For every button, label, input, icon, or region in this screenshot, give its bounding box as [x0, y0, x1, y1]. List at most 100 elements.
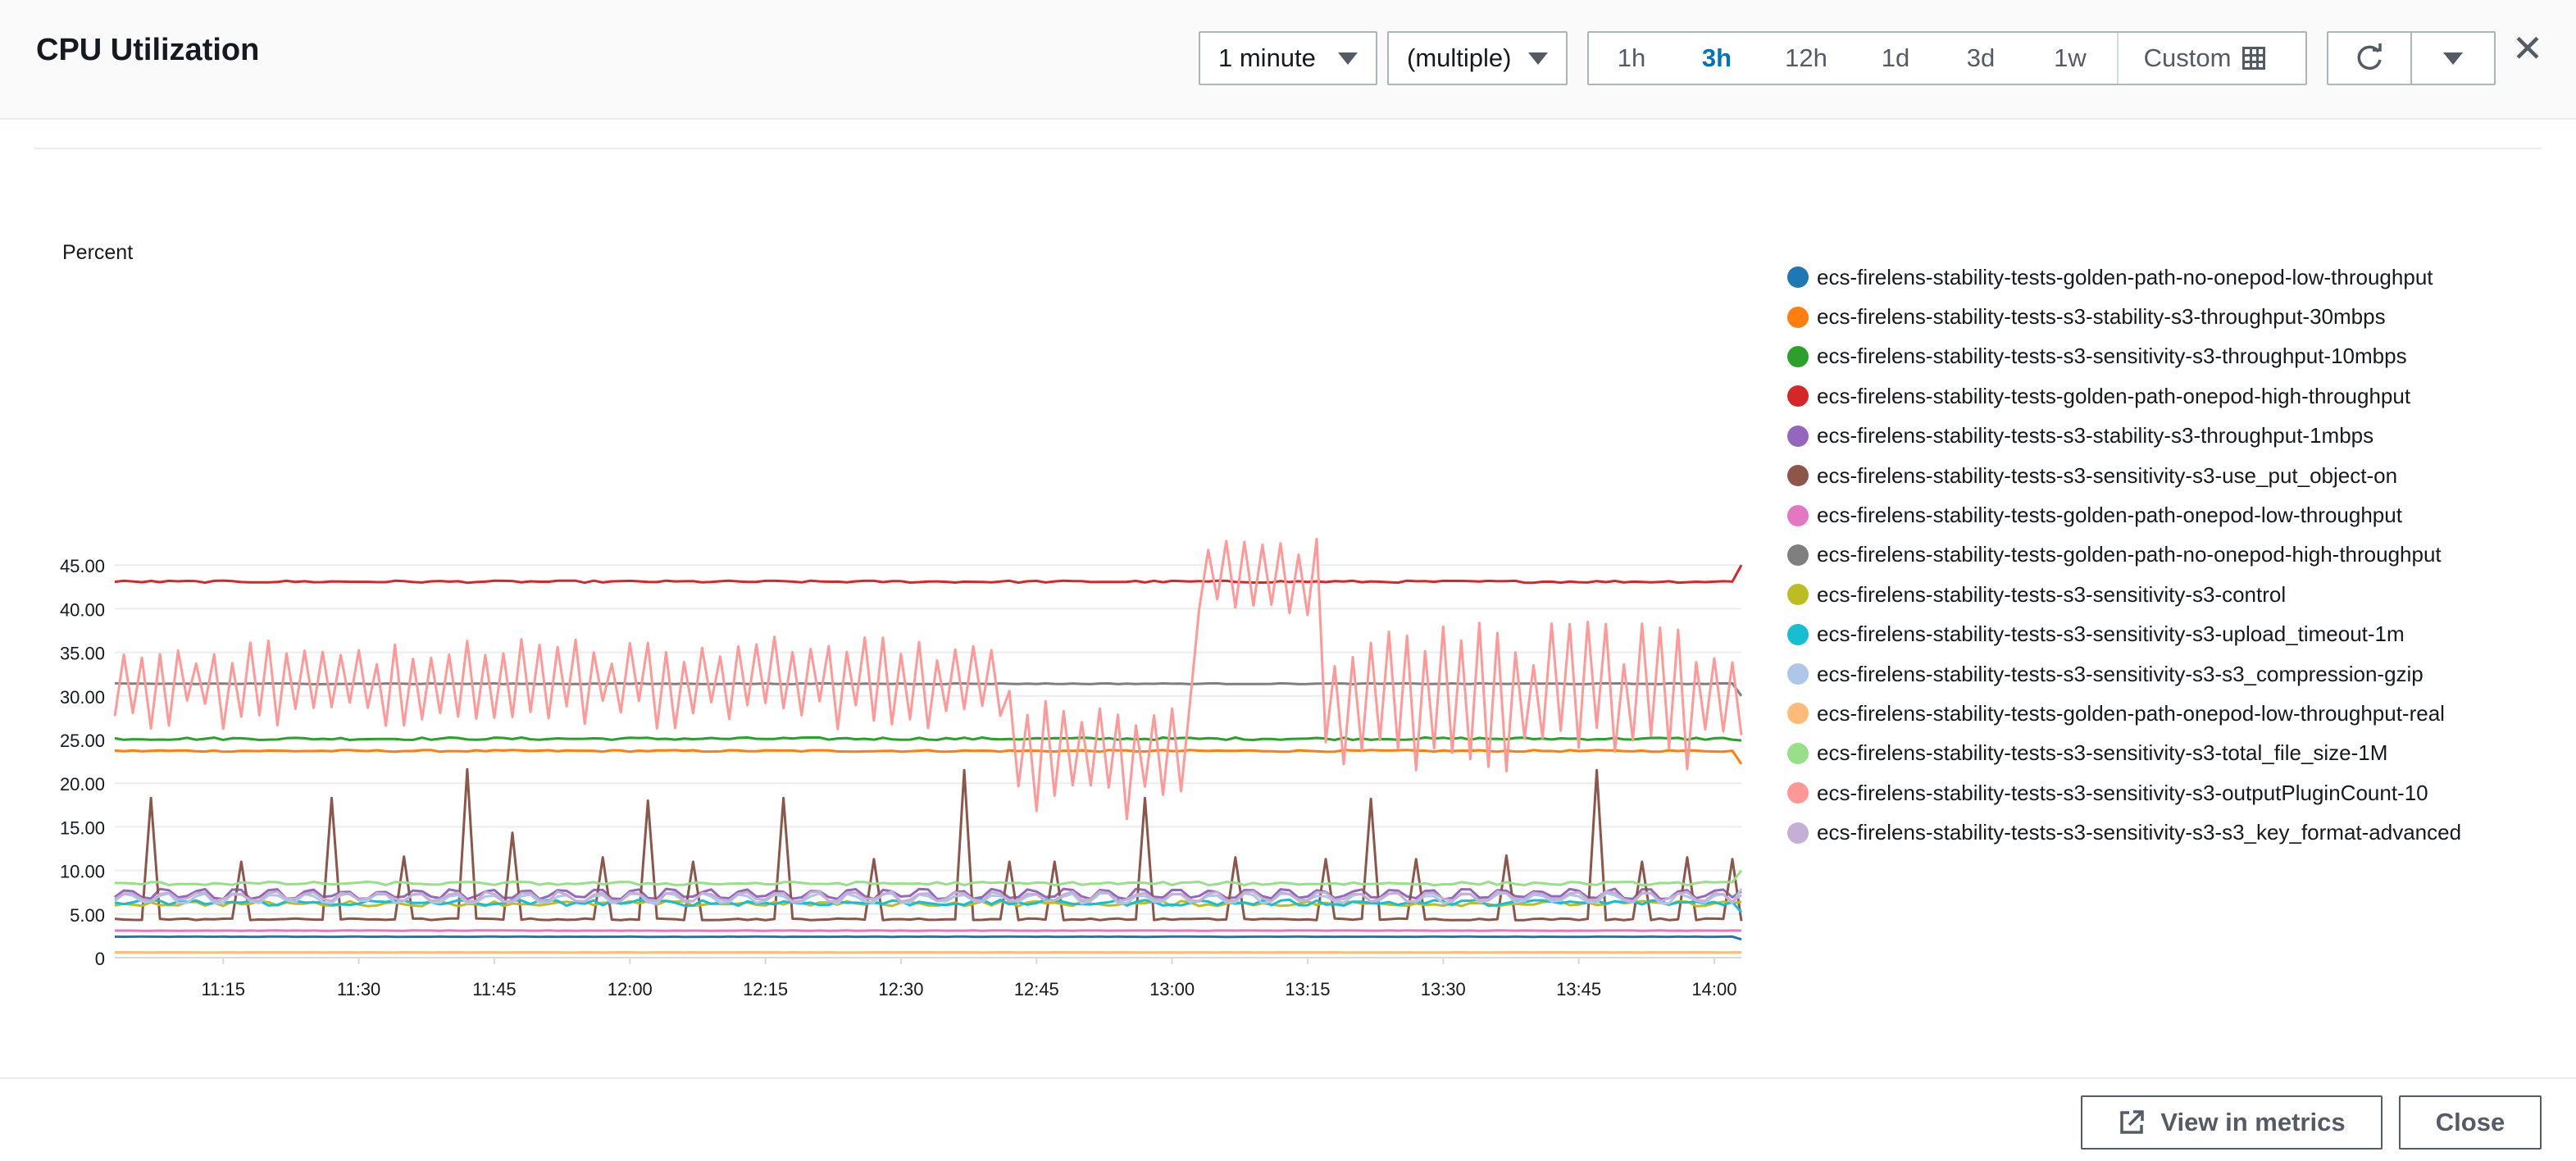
range-custom[interactable]: Custom	[2117, 33, 2291, 84]
legend-color-swatch	[1787, 584, 1809, 606]
close-icon[interactable]: ✕	[2511, 27, 2544, 70]
series-line	[114, 767, 1743, 922]
series-line	[114, 564, 1743, 585]
x-axis-ticks: 11:15 11:30 11:45 12:00 12:15 12:30 12:45 13:00…	[202, 958, 1736, 999]
legend-item[interactable]: ecs-firelens-stability-tests-s3-sensitiv…	[1787, 575, 2461, 614]
legend-label: ecs-firelens-stability-tests-s3-sensitiv…	[1817, 344, 2407, 369]
legend-label: ecs-firelens-stability-tests-golden-path…	[1817, 503, 2402, 528]
x-tick-label: 13:30	[1421, 979, 1466, 999]
legend-color-swatch	[1787, 544, 1809, 566]
legend-item[interactable]: ecs-firelens-stability-tests-s3-sensitiv…	[1787, 337, 2461, 376]
legend-color-swatch	[1787, 504, 1809, 526]
legend-item[interactable]: ecs-firelens-stability-tests-s3-stabilit…	[1787, 297, 2461, 336]
legend-label: ecs-firelens-stability-tests-golden-path…	[1817, 383, 2411, 408]
x-tick-label: 12:00	[608, 979, 653, 999]
legend-item[interactable]: ecs-firelens-stability-tests-golden-path…	[1787, 257, 2461, 297]
legend-item[interactable]: ecs-firelens-stability-tests-s3-sensitiv…	[1787, 654, 2461, 694]
refresh-icon	[2357, 43, 2382, 71]
legend-item[interactable]: ecs-firelens-stability-tests-s3-sensitiv…	[1787, 456, 2461, 495]
x-tick-label: 12:45	[1014, 979, 1059, 999]
y-tick-label: 15.00	[60, 817, 105, 838]
legend-color-swatch	[1787, 742, 1809, 764]
y-tick-label: 45.00	[60, 556, 105, 576]
legend-item[interactable]: ecs-firelens-stability-tests-golden-path…	[1787, 694, 2461, 733]
legend-label: ecs-firelens-stability-tests-golden-path…	[1817, 700, 2445, 726]
legend-label: ecs-firelens-stability-tests-s3-sensitiv…	[1817, 820, 2462, 845]
view-in-metrics-button[interactable]: View in metrics	[2081, 1095, 2383, 1150]
x-tick-label: 11:15	[202, 979, 245, 999]
legend-item[interactable]: ecs-firelens-stability-tests-s3-sensitiv…	[1787, 615, 2461, 654]
y-axis-ticks: 0 5.00 10.00 15.00 20.00 25.00 30.00 35.00 40.00…	[60, 556, 105, 969]
legend-color-swatch	[1787, 782, 1809, 804]
x-tick-label: 13:00	[1149, 979, 1195, 999]
legend-color-swatch	[1787, 385, 1809, 407]
legend-item[interactable]: ecs-firelens-stability-tests-golden-path…	[1787, 376, 2461, 416]
legend-label: ecs-firelens-stability-tests-s3-sensitiv…	[1817, 462, 2398, 488]
range-1w[interactable]: 1w	[2054, 43, 2087, 72]
legend-color-swatch	[1787, 425, 1809, 447]
series-line	[114, 681, 1743, 697]
y-tick-label: 25.00	[60, 731, 105, 751]
y-axis-label: Percent	[62, 241, 133, 264]
legend-color-swatch	[1787, 822, 1809, 844]
range-12h[interactable]: 12h	[1785, 43, 1827, 72]
period-dropdown[interactable]: 1 minute	[1199, 31, 1377, 85]
chart-series	[113, 537, 1743, 954]
legend-item[interactable]: ecs-firelens-stability-tests-s3-stabilit…	[1787, 417, 2461, 456]
series-line	[114, 890, 1742, 904]
series-line	[114, 898, 1743, 913]
legend-item[interactable]: ecs-firelens-stability-tests-golden-path…	[1787, 535, 2461, 575]
close-button[interactable]: Close	[2399, 1095, 2542, 1150]
range-3h[interactable]: 3h	[1701, 43, 1732, 72]
x-tick-label: 14:00	[1691, 979, 1736, 999]
time-range-group: 1h 3h 12h 1d 3d 1w Custom	[1587, 31, 2307, 85]
x-tick-label: 11:45	[472, 979, 516, 999]
y-tick-label: 10.00	[60, 862, 105, 882]
legend-item[interactable]: ecs-firelens-stability-tests-golden-path…	[1787, 495, 2461, 535]
statistic-value: (multiple)	[1407, 43, 1512, 72]
legend-label: ecs-firelens-stability-tests-s3-stabilit…	[1817, 304, 2386, 330]
x-tick-label: 13:15	[1285, 979, 1330, 999]
period-value: 1 minute	[1218, 43, 1316, 72]
range-3d[interactable]: 3d	[1966, 43, 1996, 72]
x-tick-label: 12:30	[878, 979, 923, 999]
range-1d[interactable]: 1d	[1881, 43, 1910, 72]
legend-color-swatch	[1787, 623, 1809, 645]
legend-label: ecs-firelens-stability-tests-golden-path…	[1817, 264, 2433, 289]
statistic-dropdown[interactable]: (multiple)	[1387, 31, 1568, 85]
caret-down-icon	[1338, 52, 1358, 65]
legend-color-swatch	[1787, 703, 1809, 725]
refresh-options-dropdown[interactable]	[2410, 31, 2496, 85]
external-link-icon	[2120, 1110, 2145, 1134]
legend-label: ecs-firelens-stability-tests-s3-sensitiv…	[1817, 621, 2405, 647]
chart-legend: ecs-firelens-stability-tests-golden-path…	[1787, 257, 2461, 853]
legend-label: ecs-firelens-stability-tests-s3-sensitiv…	[1817, 740, 2388, 766]
legend-item[interactable]: ecs-firelens-stability-tests-s3-sensitiv…	[1787, 734, 2461, 773]
range-1h[interactable]: 1h	[1617, 43, 1646, 72]
y-tick-label: 0	[95, 949, 105, 969]
legend-item[interactable]: ecs-firelens-stability-tests-s3-sensitiv…	[1787, 813, 2461, 852]
y-tick-label: 30.00	[60, 687, 105, 708]
widget-title: CPU Utilization	[36, 33, 260, 67]
x-tick-label: 11:30	[337, 979, 380, 999]
calendar-icon	[2242, 47, 2266, 70]
caret-down-icon	[1528, 52, 1548, 65]
x-tick-label: 12:15	[743, 979, 788, 999]
series-line	[113, 537, 1743, 821]
legend-label: ecs-firelens-stability-tests-s3-sensitiv…	[1817, 780, 2428, 805]
caret-down-icon	[2443, 52, 2463, 65]
y-tick-label: 35.00	[60, 644, 105, 664]
legend-color-swatch	[1787, 306, 1809, 328]
series-line	[114, 935, 1742, 941]
view-in-metrics-label: View in metrics	[2160, 1108, 2346, 1136]
refresh-button[interactable]	[2327, 31, 2412, 85]
legend-item[interactable]: ecs-firelens-stability-tests-s3-sensitiv…	[1787, 773, 2461, 813]
cpu-utilization-chart: 0 5.00 10.00 15.00 20.00 25.00 30.00 35.00 40.00…	[60, 241, 1743, 999]
divider	[34, 148, 2542, 149]
y-tick-label: 40.00	[60, 599, 105, 620]
legend-label: ecs-firelens-stability-tests-s3-sensitiv…	[1817, 661, 2424, 686]
legend-label: ecs-firelens-stability-tests-s3-stabilit…	[1817, 423, 2374, 448]
y-tick-label: 20.00	[60, 774, 105, 794]
footer-divider	[0, 1077, 2576, 1079]
series-line	[114, 749, 1743, 765]
